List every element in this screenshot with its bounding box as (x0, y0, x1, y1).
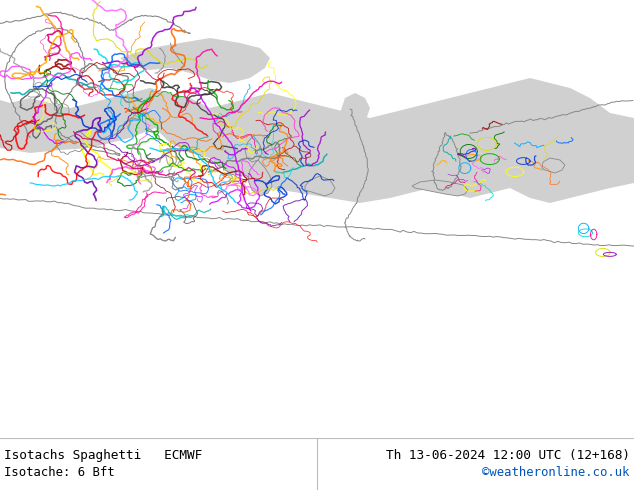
Text: Th 13-06-2024 12:00 UTC (12+168): Th 13-06-2024 12:00 UTC (12+168) (386, 449, 630, 463)
Polygon shape (245, 136, 262, 162)
Text: ©weatheronline.co.uk: ©weatheronline.co.uk (482, 466, 630, 479)
Polygon shape (340, 93, 370, 138)
Text: Isotachs Spaghetti   ECMWF: Isotachs Spaghetti ECMWF (4, 449, 202, 463)
Polygon shape (478, 86, 555, 115)
Polygon shape (305, 176, 335, 196)
Polygon shape (412, 180, 468, 196)
Polygon shape (542, 158, 565, 173)
Text: Isotache: 6 Bft: Isotache: 6 Bft (4, 466, 115, 479)
Polygon shape (120, 38, 270, 83)
Polygon shape (0, 78, 634, 203)
Polygon shape (248, 160, 272, 196)
